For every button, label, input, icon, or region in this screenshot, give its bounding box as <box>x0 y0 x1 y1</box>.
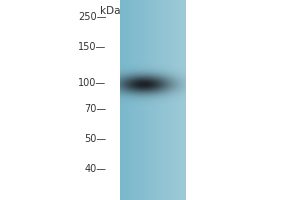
Text: 100—: 100— <box>78 78 106 88</box>
Text: 250—: 250— <box>78 12 106 22</box>
Text: 40—: 40— <box>85 164 106 174</box>
Text: 50—: 50— <box>84 134 106 144</box>
Text: kDa: kDa <box>100 6 121 16</box>
Text: 70—: 70— <box>84 104 106 114</box>
Text: 150—: 150— <box>78 42 106 52</box>
